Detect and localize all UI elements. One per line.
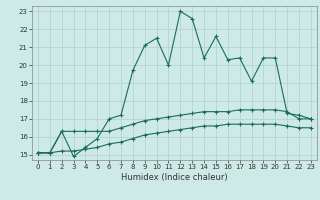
X-axis label: Humidex (Indice chaleur): Humidex (Indice chaleur): [121, 173, 228, 182]
